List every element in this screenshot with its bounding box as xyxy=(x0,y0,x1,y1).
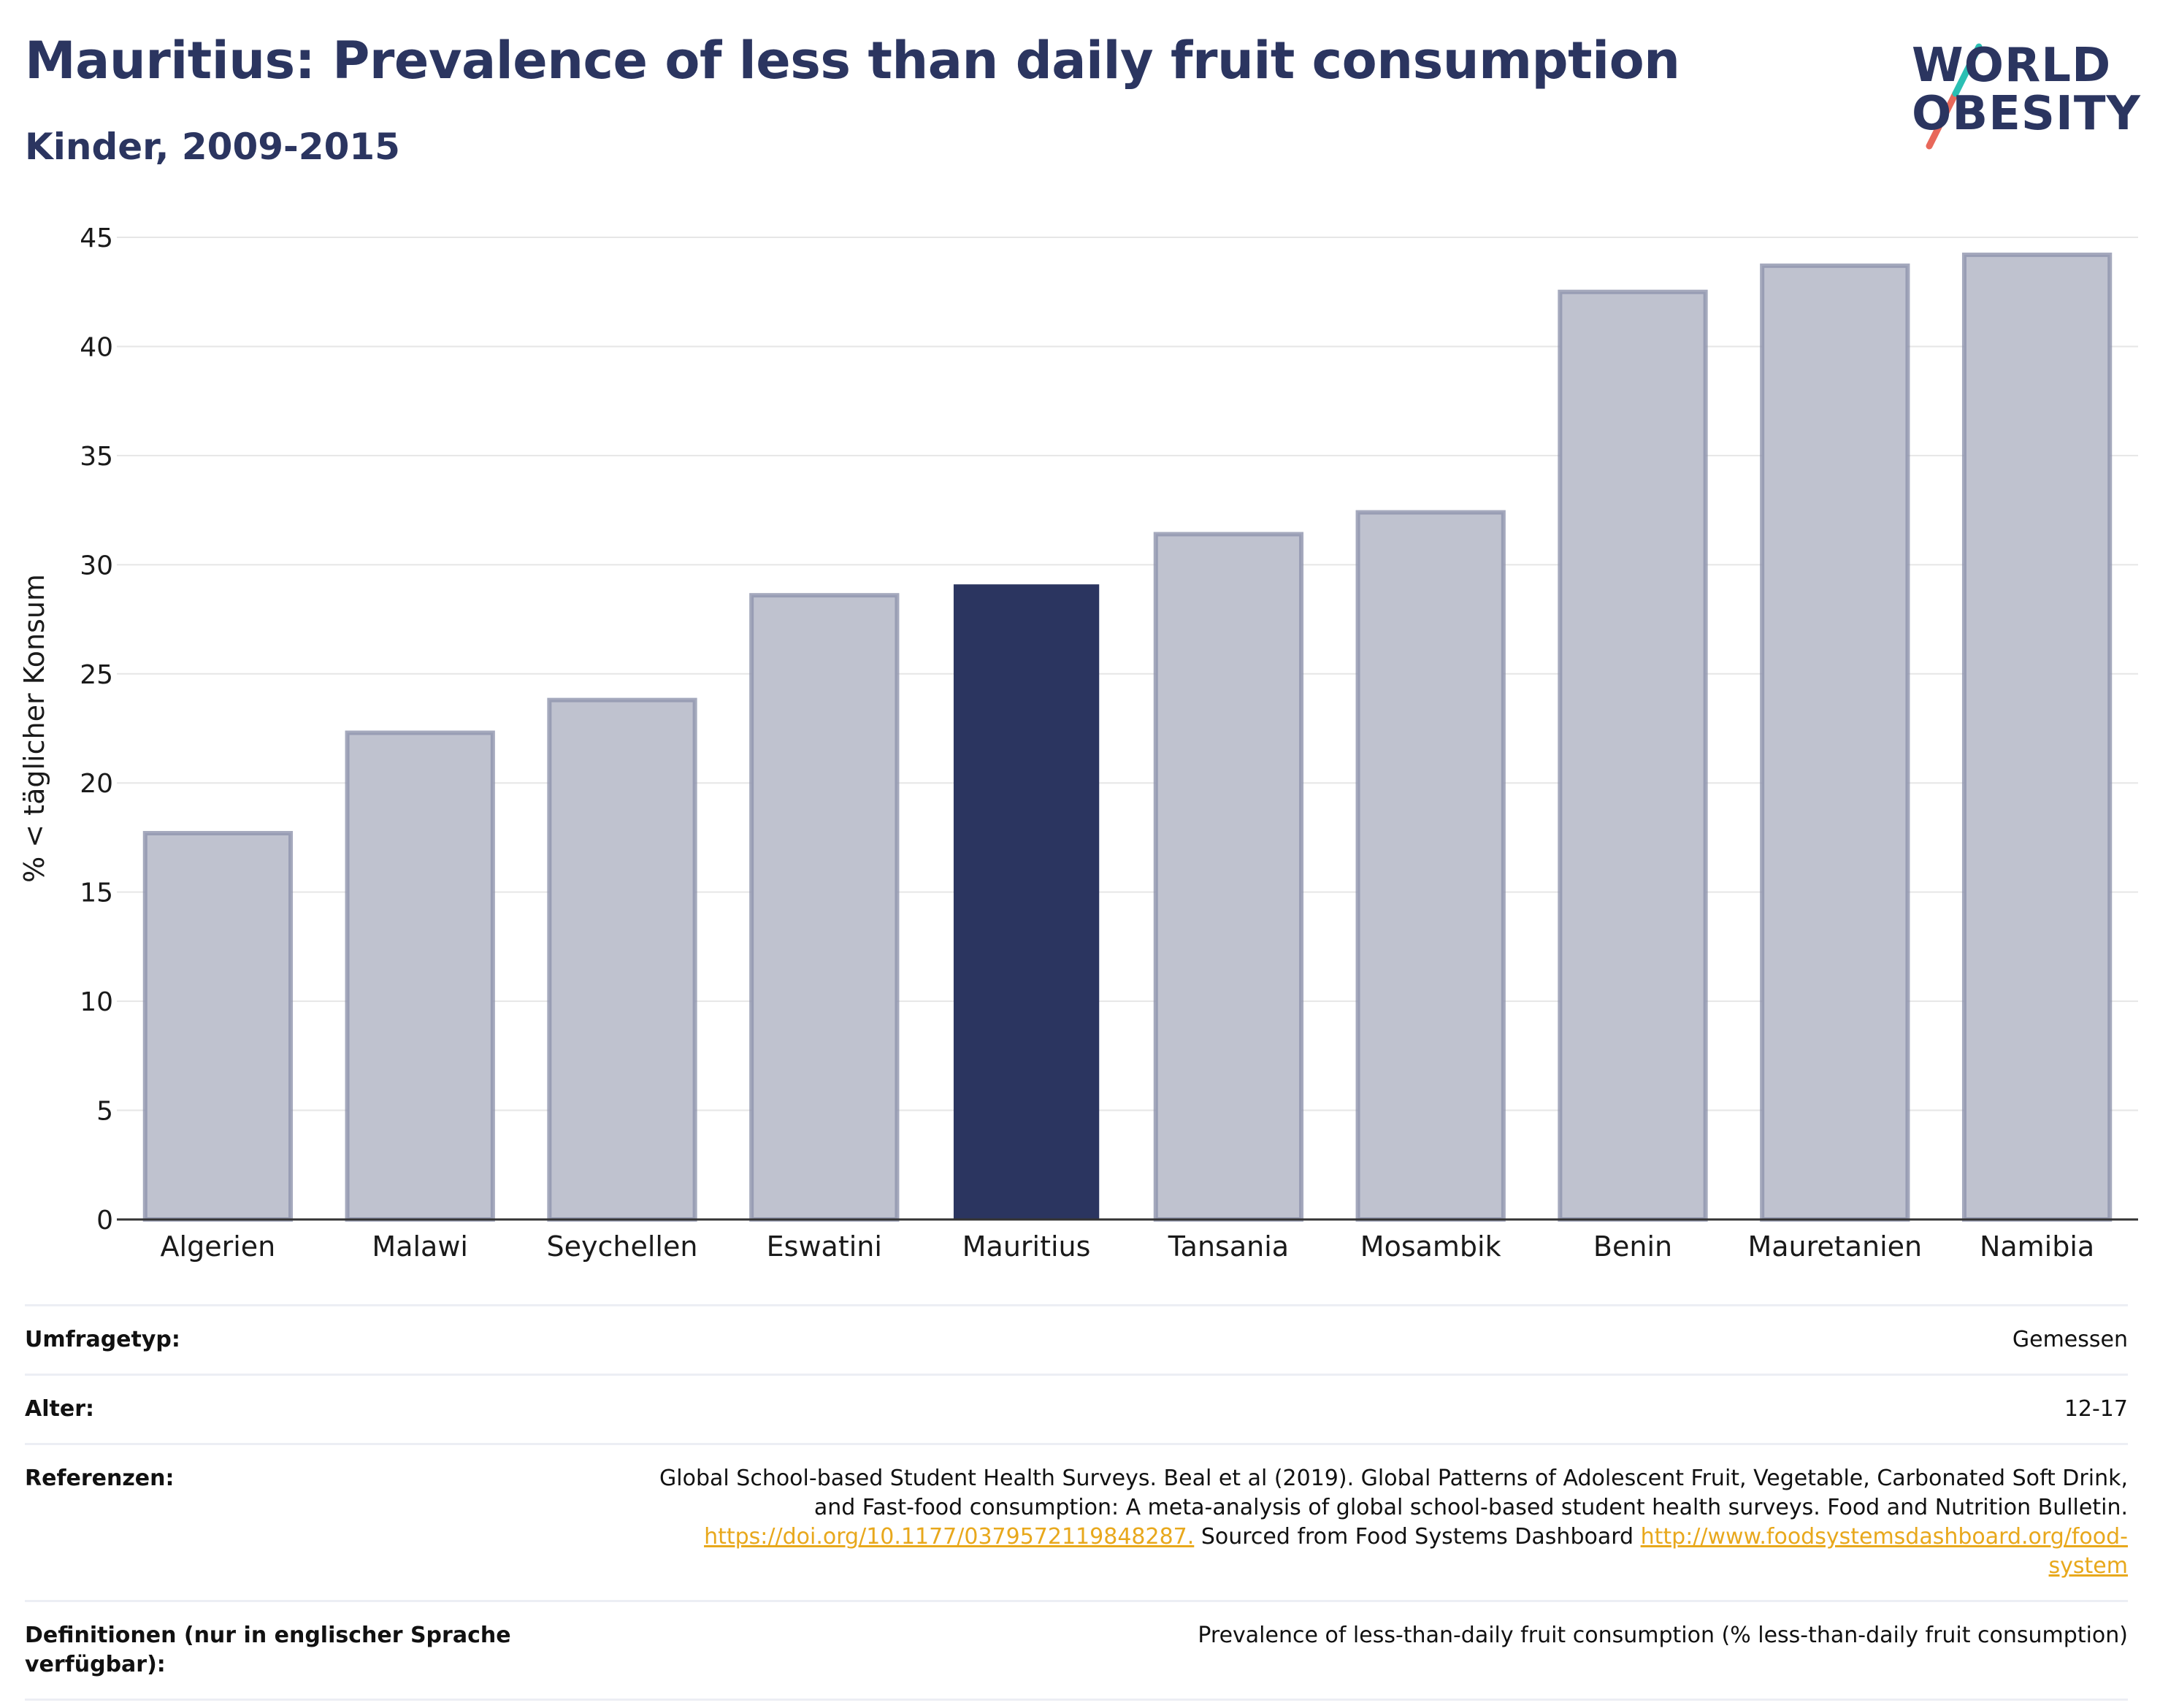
logo-slash-icon xyxy=(1926,43,1983,150)
bar-mosambik xyxy=(1355,510,1506,1222)
y-axis-label: % < täglicher Konsum xyxy=(18,574,50,883)
x-tick-label: Namibia xyxy=(1980,1230,2094,1263)
x-tick-label: Eswatini xyxy=(767,1230,882,1263)
logo-text-world: WORLD xyxy=(1912,39,2112,93)
dashboard-link[interactable]: http://www.foodsystemsdashboard.org/food… xyxy=(1640,1524,2128,1550)
y-tick-label: 25 xyxy=(80,660,113,690)
x-tick-label: Seychellen xyxy=(547,1230,698,1263)
x-tick-label: Tansania xyxy=(1168,1230,1289,1263)
y-tick-label: 10 xyxy=(80,987,113,1017)
x-tick-label: Benin xyxy=(1593,1230,1672,1263)
references-text-1: Global School-based Student Health Surve… xyxy=(659,1466,2128,1491)
x-tick-label: Algerien xyxy=(161,1230,276,1263)
x-axis-ticks: Algerien Malawi Seychellen Eswatini Mauritiu… xyxy=(161,1230,2095,1263)
chart-subtitle: Kinder, 2009-2015 xyxy=(25,126,400,168)
bar-namibia xyxy=(1961,252,2113,1222)
chart-title: Mauritius: Prevalence of less than daily… xyxy=(25,31,1680,91)
y-tick-label: 30 xyxy=(80,551,113,581)
y-tick-label: 40 xyxy=(80,332,113,362)
dashboard-link-continued[interactable]: system xyxy=(2048,1553,2128,1579)
meta-row-references: Referenzen: Global School-based Student … xyxy=(25,1443,2128,1600)
survey-type-label: Umfragetyp: xyxy=(25,1327,180,1352)
bar-chart: 0 5 10 15 20 25 30 35 40 45 Algerien Malawi Seychel… xyxy=(18,223,2138,1263)
y-tick-label: 35 xyxy=(80,442,113,472)
bar-mauritius xyxy=(953,584,1100,1219)
definitions-label: Definitionen (nur in englischer Sprache … xyxy=(25,1623,511,1677)
bar-algerien xyxy=(142,830,294,1222)
bar-seychellen xyxy=(547,697,697,1222)
bar-malawi xyxy=(345,730,495,1222)
doi-link[interactable]: https://doi.org/10.1177/0379572119848287… xyxy=(704,1524,1195,1550)
logo-text-obesity: OBESITY xyxy=(1912,87,2141,141)
y-tick-label: 15 xyxy=(80,878,113,908)
y-tick-label: 20 xyxy=(80,769,113,799)
survey-type-value: Gemessen xyxy=(2012,1327,2128,1352)
references-label: Referenzen: xyxy=(25,1466,175,1491)
definitions-value: Prevalence of less-than-daily fruit cons… xyxy=(1198,1623,2128,1648)
bar-eswatini xyxy=(749,593,900,1222)
bar-mauretanien xyxy=(1760,263,1910,1222)
meta-row-survey-type: Umfragetyp: Gemessen xyxy=(25,1304,2128,1374)
meta-row-age: Alter: 12-17 xyxy=(25,1374,2128,1443)
references-text-3: Sourced from Food Systems Dashboard xyxy=(1194,1524,1641,1550)
y-tick-label: 45 xyxy=(80,223,113,253)
x-tick-label: Mauretanien xyxy=(1747,1230,1922,1263)
y-axis-ticks: 0 5 10 15 20 25 30 35 40 45 xyxy=(80,223,113,1236)
meta-row-definitions: Definitionen (nur in englischer Sprache … xyxy=(25,1600,2128,1701)
bar-tansania xyxy=(1153,532,1304,1222)
y-tick-label: 0 xyxy=(96,1206,113,1236)
x-tick-label: Malawi xyxy=(372,1230,468,1263)
metadata-table: Umfragetyp: Gemessen Alter: 12-17 Refere… xyxy=(25,1304,2128,1701)
world-obesity-logo: WORLD OBESITY xyxy=(1899,29,2147,153)
y-tick-label: 5 xyxy=(96,1097,113,1127)
references-text-2: and Fast-food consumption: A meta-analys… xyxy=(813,1495,2128,1520)
references-value: Global School-based Student Health Surve… xyxy=(536,1464,2128,1581)
bar-benin xyxy=(1558,289,1708,1222)
x-tick-label: Mosambik xyxy=(1360,1230,1501,1263)
age-value: 12-17 xyxy=(2064,1396,2128,1422)
bars xyxy=(142,252,2113,1222)
x-tick-label: Mauritius xyxy=(962,1230,1091,1263)
age-label: Alter: xyxy=(25,1396,94,1422)
